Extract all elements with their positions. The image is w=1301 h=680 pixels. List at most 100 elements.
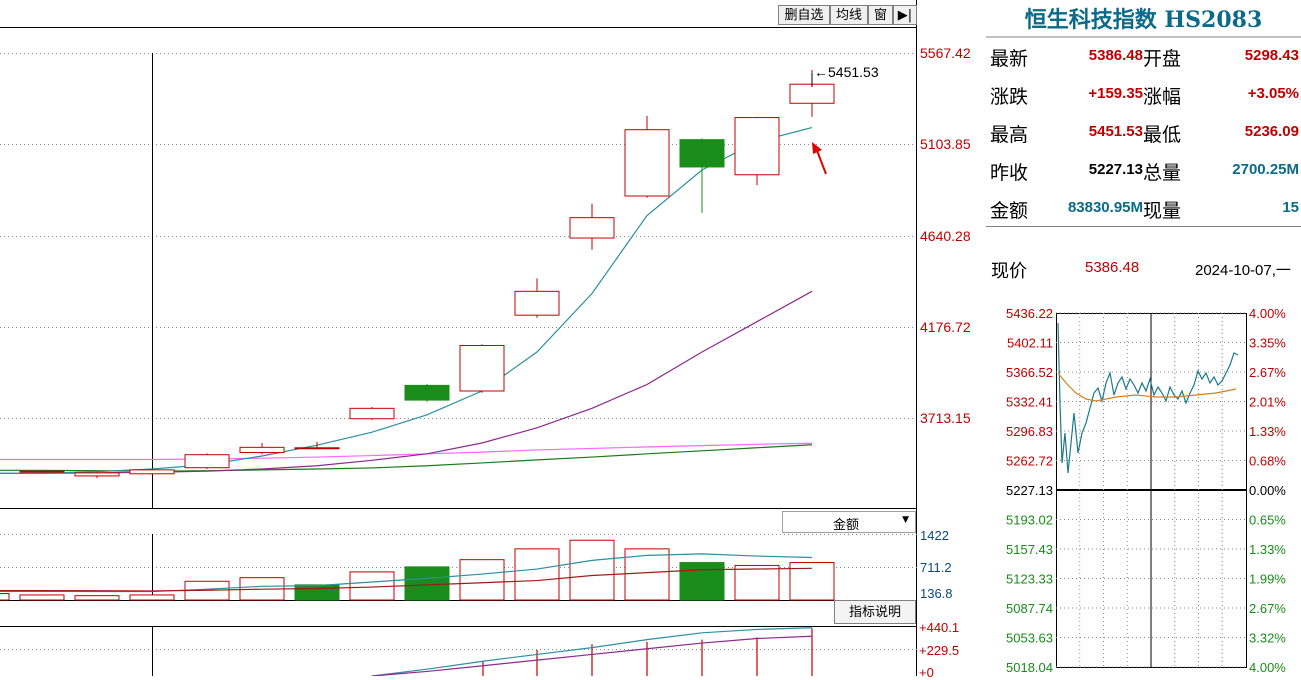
quote-value: 5386.48 [1088,47,1143,64]
red-arrow-shaft [815,147,827,175]
quote-label: 昨收 [990,162,1029,184]
mini-left-axis-label: 5332.41 [1006,395,1053,410]
candle-body [349,407,395,420]
volume-bar [0,593,10,601]
candle-body [789,83,835,104]
quote-row: 金额 83830.95M 现量 15 [986,196,1301,226]
candle-body [569,217,615,239]
quote-label: 总量 [1143,162,1182,184]
candle-body [624,129,670,197]
quote-value: 83830.95M [1067,199,1143,216]
quote-value: +159.35 [1088,85,1143,102]
volume-panel[interactable] [0,510,917,622]
quote-divider [986,226,1301,227]
current-price-value: 5386.48 [1085,259,1140,276]
high-annotation: ←5451.53 [814,64,879,80]
mini-left-axis-label: 5157.43 [1006,542,1053,557]
quote-label: 现量 [1143,200,1182,222]
mini-average-line [1057,372,1237,402]
candle-body [129,469,175,475]
candle-body [514,290,560,316]
volume-selector[interactable]: 金额 ▼ [782,511,916,533]
mini-right-axis-label: 0.00% [1249,483,1286,498]
mini-right-axis-label: 4.00% [1249,306,1286,321]
quote-label: 最高 [990,124,1029,146]
mini-chart-svg: 5436.22 4.00% 5402.11 3.35% 5366.52 2.67% 5332… [1006,306,1286,675]
ma-long1-line [0,442,813,461]
volume-bar [19,594,65,601]
mini-left-axis-label: 5087.74 [1006,601,1053,616]
volume-bar [74,595,120,601]
quote-value: 5227.13 [1088,161,1143,178]
quote-label: 最新 [990,48,1029,70]
candle-body [239,446,285,454]
delete-watchlist-button[interactable]: 删自选 [778,5,830,25]
indicator-panel[interactable] [0,622,917,676]
quote-value: 5298.43 [1244,47,1299,64]
collapse-panel-button[interactable]: ▶︎| [893,5,917,25]
mini-right-axis-label: 3.32% [1249,631,1286,646]
quote-label: 金额 [990,200,1029,222]
mini-left-axis-label: 5227.13 [1006,483,1053,498]
volume-axis-label: 711.2 [920,560,952,575]
quote-value: 15 [1282,199,1299,216]
mini-left-axis-label: 5262.72 [1006,454,1053,469]
mini-chart[interactable]: 5436.22 4.00% 5402.11 3.35% 5366.52 2.67% 5332… [986,305,1301,676]
mini-right-axis-label: 0.65% [1249,513,1286,528]
quote-row: 涨跌 +159.35 涨幅 +3.05% [986,82,1301,112]
high-annotation-value: 5451.53 [828,64,879,80]
moving-average-button[interactable]: 均线 [830,5,868,25]
mini-left-axis-label: 5018.04 [1006,660,1053,675]
ma-long2-line [0,444,813,472]
indicator-axis-label: +440.1 [919,620,960,635]
red-arrow-head [812,142,822,154]
window-button[interactable]: 窗 [868,5,893,25]
quote-value: 5236.09 [1244,123,1299,140]
red-arrow-icon [812,142,827,175]
mini-left-axis-label: 5053.63 [1006,631,1053,646]
volume-bar [679,562,725,601]
candle-body [74,472,120,477]
quote-label: 开盘 [1143,48,1182,70]
volume-bar [734,564,780,601]
quote-panel: 恒生科技指数 HS2083 最新 5386.48 开盘 5298.43 涨跌 +159.3… [986,0,1301,676]
indicator-svg [0,622,917,676]
candle-body [294,447,340,450]
indicator-help-button[interactable]: 指标说明 [834,600,916,624]
mini-left-axis-label: 5123.33 [1006,572,1053,587]
candle-body [404,384,450,401]
volume-ma1-line [0,553,813,593]
candle-body [459,345,505,392]
quote-title: 恒生科技指数 HS2083 [986,4,1301,38]
volume-bar [294,584,340,601]
quote-label: 涨跌 [990,86,1029,108]
dropdown-caret-icon: ▼ [902,515,909,525]
mini-left-axis-label: 5436.22 [1006,306,1053,321]
mini-right-axis-label: 1.33% [1249,542,1286,557]
quote-row: 最新 5386.48 开盘 5298.43 [986,44,1301,74]
candle-body [679,139,725,168]
mini-left-axis-label: 5366.52 [1006,365,1053,380]
mini-left-axis-label: 5193.02 [1006,513,1053,528]
volume-selector-label: 金额 [833,518,860,533]
arrow-right-bar-icon: ▶︎| [897,8,913,23]
indicator-axis-label: +229.5 [919,643,960,658]
volume-svg [0,510,917,622]
mini-left-axis-label: 5402.11 [1007,336,1053,351]
mini-right-axis-label: 3.35% [1249,336,1286,351]
main-chart-panel[interactable] [0,0,917,510]
indicator-axis-label: +0 [919,665,934,680]
volume-bar [459,559,505,601]
mini-right-axis-label: 0.68% [1249,454,1286,469]
mini-left-axis-label: 5296.83 [1006,424,1053,439]
quote-row: 最高 5451.53 最低 5236.09 [986,120,1301,150]
price-axis-label: 3713.15 [920,410,971,426]
quote-date: 2024-10-07,一 [1195,262,1291,279]
mini-right-axis-label: 2.01% [1249,395,1286,410]
mini-right-axis-label: 2.67% [1249,365,1286,380]
indicator-line1 [371,627,813,676]
quote-value: 2700.25M [1232,161,1299,178]
candle-body [734,117,780,176]
quote-value: +3.05% [1247,85,1299,102]
high-annotation-arrow: ← [814,64,828,80]
